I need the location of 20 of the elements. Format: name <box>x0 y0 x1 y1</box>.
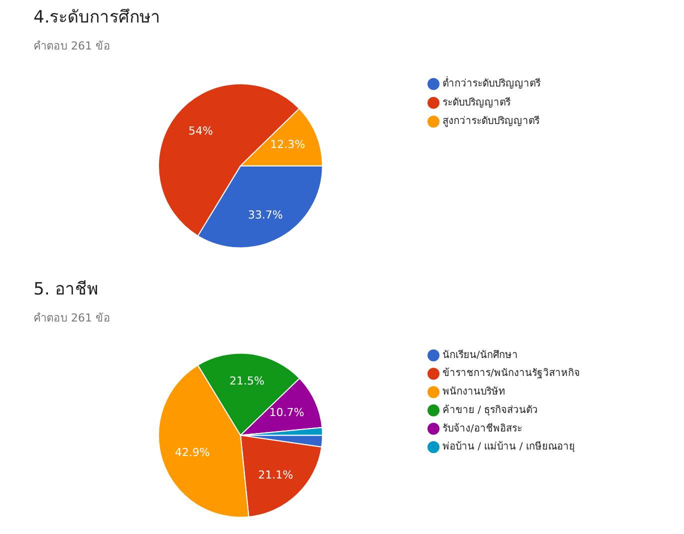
legend-label: สูงกว่าระดับปริญญาตรี <box>442 115 540 128</box>
chart-subtitle: คำตอบ 261 ข้อ <box>34 312 110 324</box>
data-label: 12.3% <box>270 138 306 152</box>
legend-label: รับจ้าง/อาชีพอิสระ <box>442 422 522 434</box>
legend-label: ระดับปริญญาตรี <box>442 96 512 108</box>
legend-label: นักเรียน/นักศึกษา <box>442 348 518 361</box>
data-label: 21.1% <box>258 468 294 482</box>
data-label: 42.9% <box>174 446 210 460</box>
data-label: 10.7% <box>269 406 304 419</box>
legend-label: ข้าราชการ/พนักงานรัฐวิสาหกิจ <box>442 367 580 380</box>
data-label: 21.5% <box>230 374 265 388</box>
legend-label: พ่อบ้าน / แม่บ้าน / เกษียณอายุ <box>442 440 575 453</box>
chart-title: 4.ระดับการศึกษา <box>34 8 161 28</box>
legend-label: ต่ำกว่าระดับปริญญาตรี <box>442 76 542 90</box>
chart-title: 5. อาชีพ <box>34 280 98 300</box>
legend-label: ค้าขาย / ธุรกิจส่วนตัว <box>442 404 538 416</box>
chart-subtitle: คำตอบ 261 ข้อ <box>34 40 110 52</box>
data-label: 54% <box>188 124 213 138</box>
data-label: 33.7% <box>248 208 283 222</box>
legend-label: พนักงานบริษัท <box>442 386 506 398</box>
